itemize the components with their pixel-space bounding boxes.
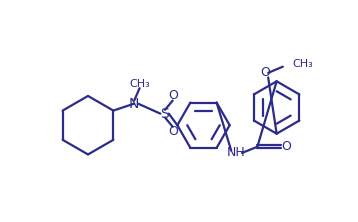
Text: O: O <box>281 140 291 153</box>
Text: S: S <box>161 107 169 121</box>
Text: O: O <box>168 89 178 102</box>
Text: N: N <box>129 97 139 111</box>
Text: CH₃: CH₃ <box>129 79 150 89</box>
Text: CH₃: CH₃ <box>292 59 313 69</box>
Text: O: O <box>260 66 270 79</box>
Text: O: O <box>168 125 178 138</box>
Text: NH: NH <box>227 147 245 159</box>
